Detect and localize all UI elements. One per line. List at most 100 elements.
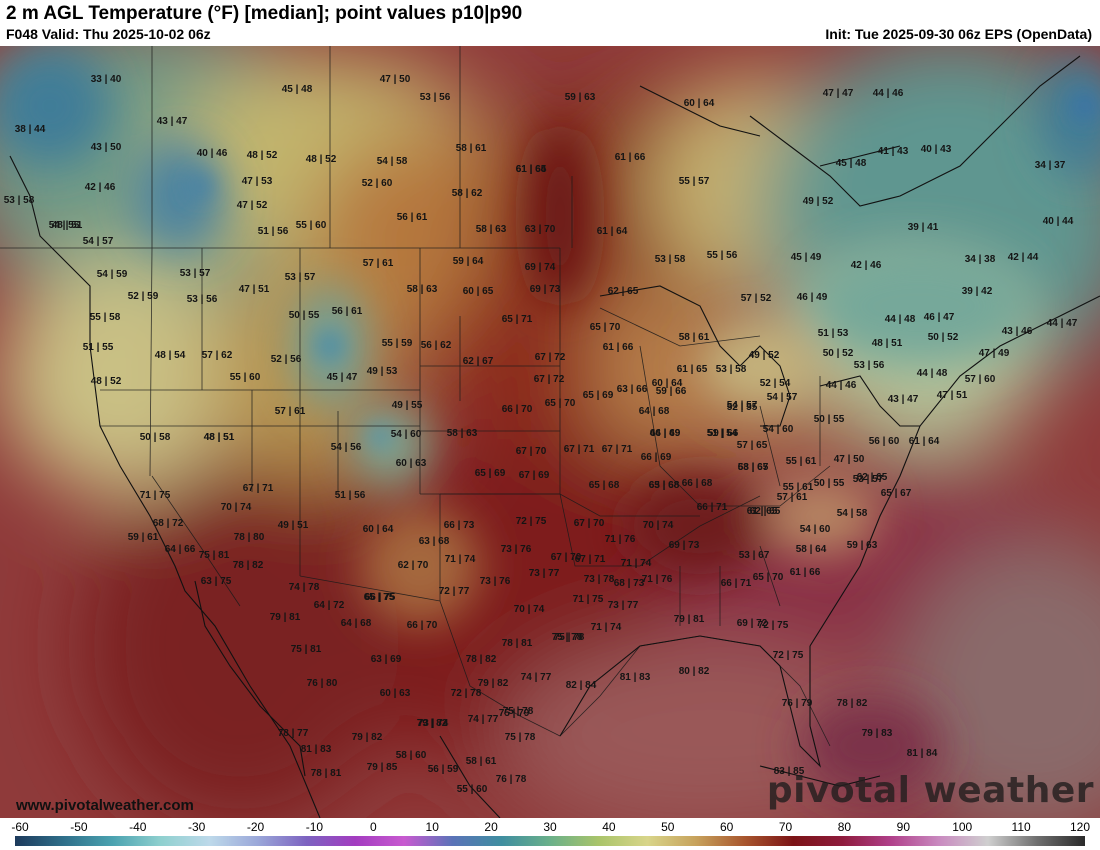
point-value-label: 55 | 60 — [296, 220, 327, 231]
point-value-label: 43 | 47 — [888, 394, 919, 405]
point-value-label: 44 | 46 — [826, 380, 857, 391]
point-value-label: 52 | 54 — [760, 378, 791, 389]
point-value-label: 59 | 64 — [453, 256, 484, 267]
point-value-label: 52 | 55 — [727, 402, 758, 413]
point-value-label: 53 | 67 — [739, 550, 770, 561]
point-value-label: 49 | 55 — [392, 400, 423, 411]
point-value-label: 54 | 56 — [331, 442, 362, 453]
point-value-label: 69 | 74 — [525, 262, 556, 273]
point-value-label: 65 | 69 — [583, 390, 614, 401]
point-value-label: 40 | 43 — [921, 144, 952, 155]
point-value-label: 72 | 75 — [773, 650, 804, 661]
point-value-label: 65 | 68 — [589, 480, 620, 491]
point-value-label: 55 | 60 — [457, 784, 488, 795]
map-title: 2 m AGL Temperature (°F) [median]; point… — [6, 3, 523, 24]
scale-tick: 10 — [425, 820, 439, 834]
scale-tick: 50 — [661, 820, 675, 834]
point-value-label: 58 | 63 — [407, 284, 438, 295]
point-value-label: 79 | 83 — [862, 728, 893, 739]
point-value-label: 79 | 82 — [478, 678, 509, 689]
point-value-label: 78 | 81 — [311, 768, 342, 779]
point-value-label: 79 | 81 — [270, 612, 301, 623]
point-value-label: 79 | 82 — [352, 732, 383, 743]
point-value-label: 54 | 55 — [49, 220, 80, 231]
point-value-label: 51 | 56 — [258, 226, 289, 237]
point-value-label: 65 | 69 — [475, 468, 506, 479]
point-value-label: 46 | 49 — [797, 292, 828, 303]
point-value-label: 53 | 56 — [854, 360, 885, 371]
point-value-label: 66 | 71 — [721, 578, 752, 589]
point-value-label: 61 | 64 — [597, 226, 628, 237]
point-value-label: 61 | 65 — [677, 364, 708, 375]
point-value-label: 42 | 44 — [1008, 252, 1039, 263]
point-value-label: 72 | 75 — [516, 516, 547, 527]
point-value-label: 67 | 69 — [519, 470, 550, 481]
point-value-label: 63 | 68 — [419, 536, 450, 547]
point-value-label: 63 | 75 — [201, 576, 232, 587]
point-value-label: 47 | 47 — [823, 88, 854, 99]
point-value-label: 61 | 66 — [790, 567, 821, 578]
point-value-label: 67 | 71 — [564, 444, 595, 455]
point-value-label: 53 | 57 — [853, 474, 884, 485]
point-value-label: 75 | 78 — [505, 732, 536, 743]
point-value-label: 63 | 67 — [738, 462, 769, 473]
point-value-label: 42 | 46 — [85, 182, 116, 193]
point-value-label: 44 | 47 — [1047, 318, 1078, 329]
point-value-label: 63 | 68 — [649, 480, 680, 491]
scale-tick: -30 — [187, 820, 206, 834]
temperature-map[interactable]: 33 | 40 45 | 48 47 | 50 53 | 56 59 | 63 60 | … — [0, 46, 1100, 818]
boundaries — [0, 46, 831, 747]
point-value-label: 67 | 70 — [516, 446, 547, 457]
point-value-label: 59 | 61 — [128, 532, 159, 543]
point-value-label: 61 | 66 — [615, 152, 646, 163]
point-value-label: 56 | 61 — [397, 212, 428, 223]
scale-tick: 40 — [602, 820, 616, 834]
point-value-label: 53 | 57 — [285, 272, 316, 283]
point-value-label: 51 | 53 — [818, 328, 849, 339]
point-value-label: 52 | 60 — [362, 178, 393, 189]
scale-tick: 110 — [1011, 820, 1031, 834]
point-value-label: 60 | 63 — [380, 688, 411, 699]
point-value-label: 47 | 50 — [380, 74, 411, 85]
point-value-label: 57 | 61 — [275, 406, 306, 417]
coastlines — [9, 55, 1100, 818]
point-value-label: 54 | 58 — [837, 508, 868, 519]
point-value-label: 69 | 73 — [669, 540, 700, 551]
point-value-label: 59 | 63 — [565, 92, 596, 103]
point-value-label: 75 | 78 — [554, 632, 585, 643]
point-value-label: 55 | 56 — [707, 250, 738, 261]
point-value-label: 57 | 61 — [777, 492, 808, 503]
point-value-label: 39 | 42 — [962, 286, 993, 297]
point-value-label: 46 | 47 — [924, 312, 955, 323]
point-value-label: 58 | 65 — [738, 462, 769, 473]
point-value-label: 54 | 60 — [763, 424, 794, 435]
point-value-label: 78 | 82 — [466, 654, 497, 665]
point-value-label: 47 | 51 — [937, 390, 968, 401]
point-value-label: 48 | 51 — [204, 432, 235, 443]
point-value-label: 62 | 65 — [608, 286, 639, 297]
point-value-label: 49 | 53 — [367, 366, 398, 377]
point-value-label: 47 | 53 — [242, 176, 273, 187]
scale-tick: 100 — [952, 820, 973, 834]
point-value-label: 48 | 52 — [91, 376, 122, 387]
point-value-label: 65 | 67 — [881, 488, 912, 499]
point-value-label: 47 | 51 — [239, 284, 270, 295]
point-value-label: 53 | 58 — [655, 254, 686, 265]
point-value-label: 53 | 58 — [716, 364, 747, 375]
point-value-label: 67 | 70 — [574, 518, 605, 529]
point-value-label: 43 | 47 — [157, 116, 188, 127]
point-value-label: 65 | 68 — [649, 480, 680, 491]
point-value-label: 45 | 49 — [791, 252, 822, 263]
point-value-label: 58 | 61 — [456, 143, 487, 154]
point-value-label: 71 | 74 — [591, 622, 622, 633]
point-value-label: 58 | 63 — [476, 224, 507, 235]
point-value-label: 71 | 75 — [140, 490, 171, 501]
point-value-label: 50 | 55 — [814, 414, 845, 425]
point-value-label: 52 | 56 — [271, 354, 302, 365]
point-value-label: 50 | 58 — [140, 432, 171, 443]
point-value-label: 67 | 71 — [575, 554, 606, 565]
point-value-label: 75 | 79 — [499, 708, 530, 719]
point-value-label: 78 | 82 — [837, 698, 868, 709]
point-value-label: 78 | 77 — [278, 728, 309, 739]
point-value-label: 61 | 64 — [909, 436, 940, 447]
